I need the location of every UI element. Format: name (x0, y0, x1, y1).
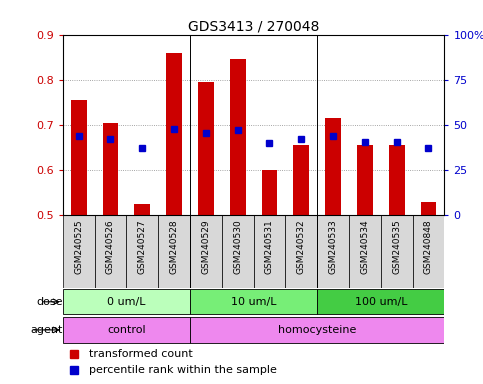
Bar (63, 317, 190, 343)
Bar (412, 215, 444, 288)
Bar (317, 289, 444, 314)
Bar (317, 215, 349, 288)
Bar (63, 289, 190, 314)
Text: agent: agent (30, 325, 63, 335)
Bar (389, 145, 405, 215)
Bar (198, 82, 214, 215)
Text: dose: dose (36, 297, 63, 307)
Text: GSM240530: GSM240530 (233, 219, 242, 274)
Bar (166, 53, 182, 215)
Text: GSM240525: GSM240525 (74, 219, 83, 274)
Text: percentile rank within the sample: percentile rank within the sample (89, 365, 277, 375)
Bar (134, 204, 150, 215)
Bar (349, 215, 381, 288)
Bar (230, 60, 246, 215)
Bar (357, 145, 373, 215)
Bar (190, 289, 317, 314)
Text: 0 um/L: 0 um/L (107, 297, 146, 307)
Title: GDS3413 / 270048: GDS3413 / 270048 (188, 20, 319, 33)
Text: GSM240848: GSM240848 (424, 219, 433, 274)
Text: GSM240527: GSM240527 (138, 219, 147, 274)
Text: GSM240529: GSM240529 (201, 219, 211, 274)
Bar (381, 215, 412, 288)
Text: control: control (107, 325, 146, 335)
Text: transformed count: transformed count (89, 349, 193, 359)
Bar (63, 215, 95, 288)
Bar (190, 317, 444, 343)
Bar (158, 215, 190, 288)
Text: GSM240534: GSM240534 (360, 219, 369, 274)
Bar (102, 123, 118, 215)
Bar (71, 100, 86, 215)
Text: GSM240526: GSM240526 (106, 219, 115, 274)
Text: GSM240535: GSM240535 (392, 219, 401, 274)
Bar (127, 215, 158, 288)
Text: GSM240528: GSM240528 (170, 219, 179, 274)
Bar (325, 118, 341, 215)
Bar (261, 170, 277, 215)
Bar (421, 202, 437, 215)
Text: 100 um/L: 100 um/L (355, 297, 407, 307)
Text: GSM240533: GSM240533 (328, 219, 338, 274)
Bar (190, 215, 222, 288)
Bar (254, 215, 285, 288)
Text: 10 um/L: 10 um/L (231, 297, 276, 307)
Text: homocysteine: homocysteine (278, 325, 356, 335)
Text: GSM240531: GSM240531 (265, 219, 274, 274)
Bar (95, 215, 127, 288)
Bar (293, 145, 309, 215)
Text: GSM240532: GSM240532 (297, 219, 306, 274)
Bar (285, 215, 317, 288)
Bar (222, 215, 254, 288)
